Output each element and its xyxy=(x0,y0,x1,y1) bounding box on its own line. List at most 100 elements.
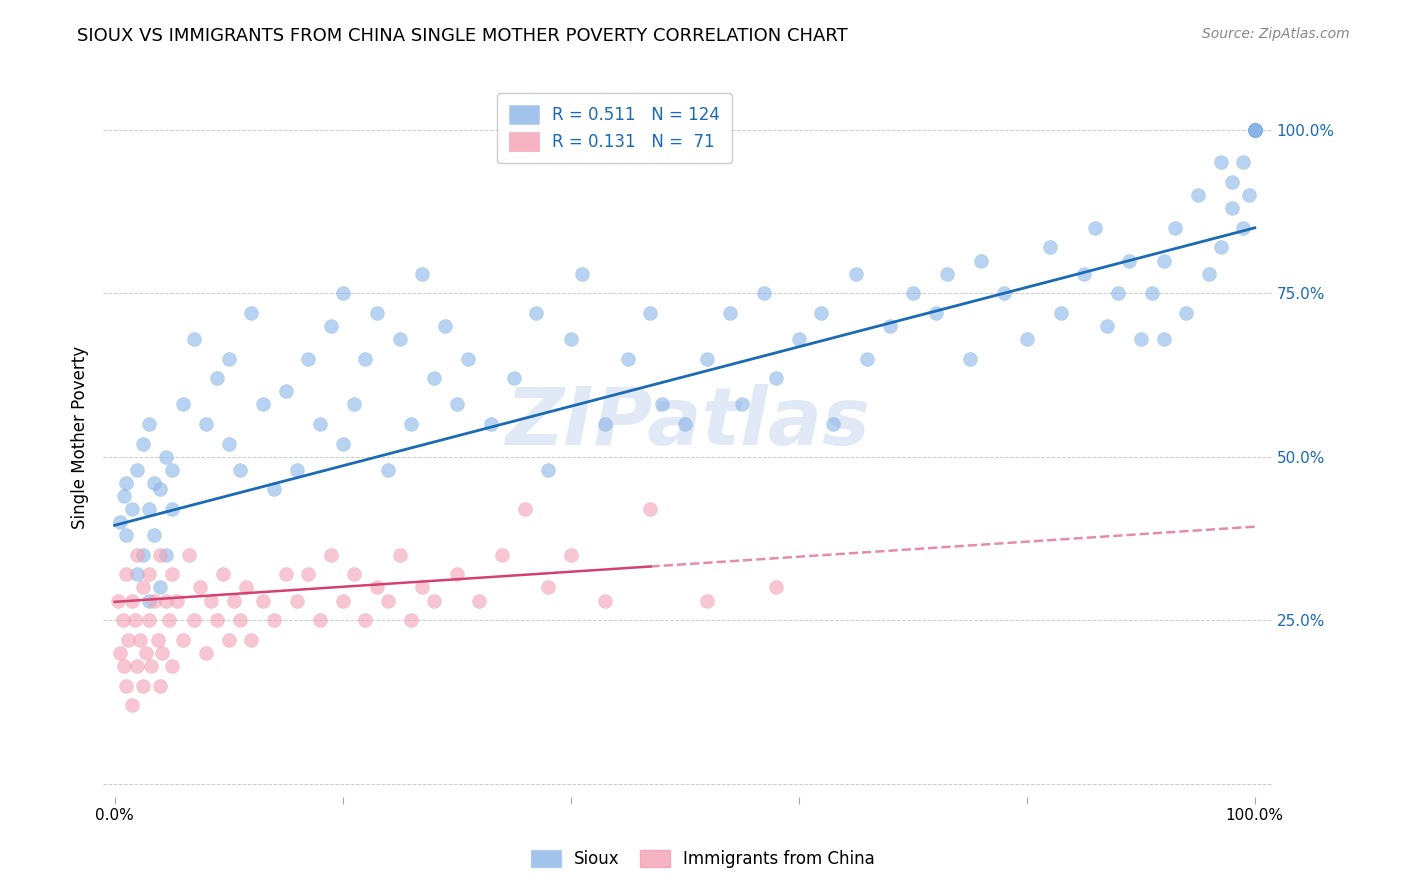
Point xyxy=(434,318,457,333)
Point xyxy=(143,593,166,607)
Point xyxy=(411,267,433,281)
Point xyxy=(138,567,160,582)
Point xyxy=(1243,122,1265,136)
Point xyxy=(139,659,162,673)
Point xyxy=(754,286,776,301)
Point xyxy=(901,286,924,301)
Text: SIOUX VS IMMIGRANTS FROM CHINA SINGLE MOTHER POVERTY CORRELATION CHART: SIOUX VS IMMIGRANTS FROM CHINA SINGLE MO… xyxy=(77,27,848,45)
Point xyxy=(673,417,696,431)
Point xyxy=(1243,122,1265,136)
Point xyxy=(205,613,228,627)
Point xyxy=(127,548,149,562)
Point xyxy=(856,351,879,366)
Point xyxy=(117,632,139,647)
Point xyxy=(560,332,582,346)
Legend: R = 0.511   N = 124, R = 0.131   N =  71: R = 0.511 N = 124, R = 0.131 N = 71 xyxy=(498,93,731,163)
Point xyxy=(155,548,177,562)
Point xyxy=(935,267,957,281)
Point xyxy=(218,436,240,450)
Legend: Sioux, Immigrants from China: Sioux, Immigrants from China xyxy=(524,843,882,875)
Point xyxy=(308,417,330,431)
Point xyxy=(651,397,673,411)
Point xyxy=(229,463,252,477)
Point xyxy=(593,417,616,431)
Point xyxy=(138,417,160,431)
Point xyxy=(640,502,662,516)
Point xyxy=(765,581,787,595)
Point xyxy=(502,371,524,385)
Point xyxy=(571,267,593,281)
Point xyxy=(143,475,166,490)
Point xyxy=(194,417,217,431)
Point xyxy=(1153,253,1175,268)
Point xyxy=(1175,306,1198,320)
Point xyxy=(1243,122,1265,136)
Point xyxy=(188,581,211,595)
Point xyxy=(366,581,388,595)
Point xyxy=(343,567,366,582)
Point xyxy=(321,548,343,562)
Point xyxy=(810,306,832,320)
Point xyxy=(332,436,354,450)
Point xyxy=(593,593,616,607)
Point xyxy=(1243,122,1265,136)
Point xyxy=(132,436,155,450)
Point xyxy=(1209,240,1232,254)
Point xyxy=(1164,220,1187,235)
Point xyxy=(172,632,194,647)
Point xyxy=(468,593,491,607)
Point xyxy=(399,613,422,627)
Point xyxy=(513,502,536,516)
Point xyxy=(121,502,143,516)
Point xyxy=(128,632,150,647)
Point xyxy=(110,646,132,660)
Point xyxy=(616,351,638,366)
Point xyxy=(160,567,183,582)
Point xyxy=(121,593,143,607)
Point xyxy=(274,384,297,399)
Point xyxy=(149,548,172,562)
Point xyxy=(218,351,240,366)
Point xyxy=(1118,253,1140,268)
Point xyxy=(218,632,240,647)
Point xyxy=(183,613,205,627)
Point xyxy=(970,253,993,268)
Point xyxy=(640,306,662,320)
Point xyxy=(321,318,343,333)
Point xyxy=(1237,188,1260,202)
Point xyxy=(491,548,513,562)
Point xyxy=(252,397,274,411)
Point xyxy=(155,450,177,464)
Point xyxy=(115,528,138,542)
Point xyxy=(149,483,172,497)
Point xyxy=(132,581,155,595)
Y-axis label: Single Mother Poverty: Single Mother Poverty xyxy=(72,345,89,529)
Point xyxy=(166,593,188,607)
Point xyxy=(1220,201,1243,215)
Point xyxy=(149,679,172,693)
Point xyxy=(1243,122,1265,136)
Point xyxy=(821,417,844,431)
Point xyxy=(235,581,257,595)
Point xyxy=(1129,332,1152,346)
Point xyxy=(1243,122,1265,136)
Point xyxy=(127,567,149,582)
Point xyxy=(132,679,155,693)
Point xyxy=(200,593,222,607)
Point xyxy=(1243,122,1265,136)
Point xyxy=(297,567,319,582)
Point xyxy=(959,351,981,366)
Text: Source: ZipAtlas.com: Source: ZipAtlas.com xyxy=(1202,27,1350,41)
Point xyxy=(111,613,134,627)
Point xyxy=(1084,220,1107,235)
Point xyxy=(787,332,810,346)
Point xyxy=(240,632,263,647)
Point xyxy=(560,548,582,562)
Point xyxy=(194,646,217,660)
Point xyxy=(354,351,377,366)
Point xyxy=(308,613,330,627)
Point xyxy=(1232,220,1254,235)
Point xyxy=(1220,175,1243,189)
Point xyxy=(107,593,129,607)
Point xyxy=(285,593,308,607)
